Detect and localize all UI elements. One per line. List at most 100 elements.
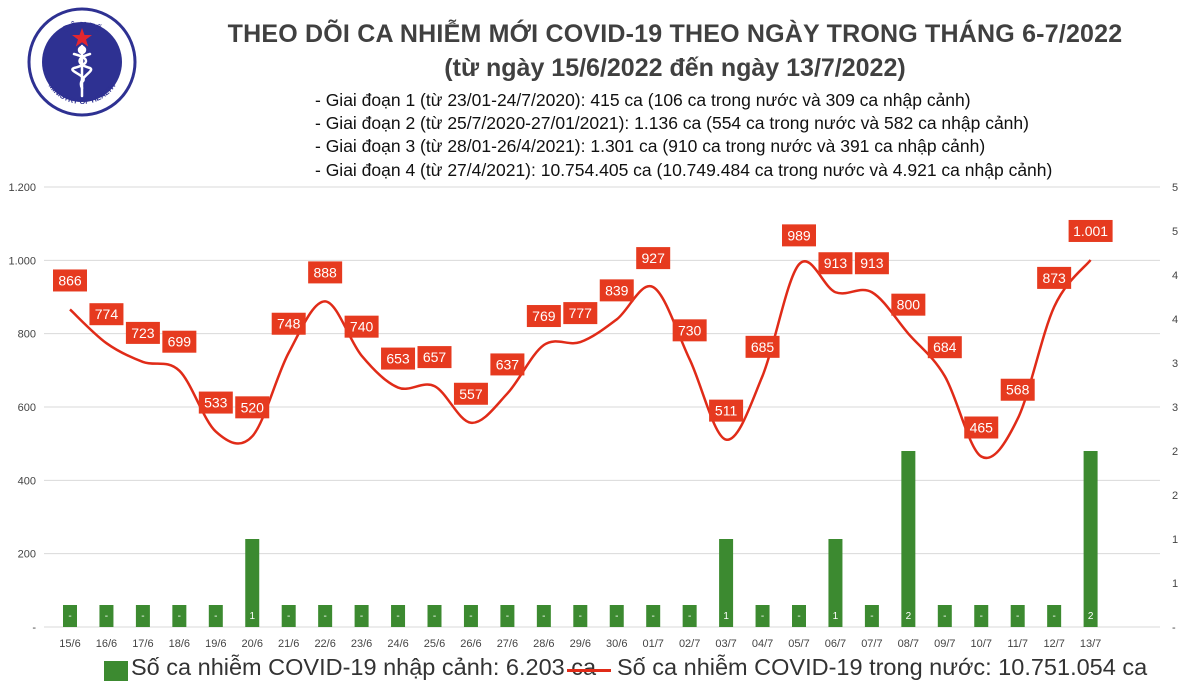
legend-bar-swatch: [104, 661, 128, 681]
line-value-box: [125, 321, 160, 344]
import-bar-label: -: [105, 611, 108, 622]
line-value-label: 927: [642, 250, 666, 266]
line-value-box: [854, 252, 889, 275]
line-value-box: [1068, 219, 1113, 242]
domestic-cases-line-group: [69, 259, 1092, 460]
import-bar-label: -: [68, 611, 71, 622]
line-value-label: 913: [860, 255, 884, 271]
x-tick-label: 04/7: [752, 638, 773, 650]
import-bar: [63, 605, 77, 627]
line-value-box: [89, 303, 124, 326]
x-tick-label: 28/6: [533, 638, 554, 650]
line-value-box: [308, 261, 343, 284]
line-value-label: 769: [532, 308, 556, 324]
import-bar-label: -: [688, 611, 691, 622]
import-bar: [573, 605, 588, 627]
x-tick-label: 07/7: [861, 638, 882, 650]
y-left-tick-label: 1.000: [8, 255, 36, 267]
import-bar: [755, 605, 770, 627]
line-value-label: 533: [204, 395, 228, 411]
import-bar: [391, 605, 406, 627]
x-tick-label: 06/7: [825, 638, 846, 650]
import-bar: [208, 605, 223, 627]
import-bar: [427, 605, 442, 627]
import-bar: [281, 605, 296, 627]
import-bar-label: -: [433, 611, 436, 622]
line-value-box: [235, 396, 270, 419]
line-value-label: 777: [569, 305, 593, 321]
line-value-box: [709, 399, 744, 422]
x-tick-label: 29/6: [570, 638, 591, 650]
line-value-label: 699: [168, 334, 192, 350]
import-bar: [974, 605, 989, 627]
line-value-label: 730: [678, 322, 702, 338]
import-cases-bars: [63, 451, 1098, 627]
y-left-tick-label: 600: [18, 402, 36, 414]
legend-line-swatch: [567, 669, 611, 672]
line-value-label: 888: [313, 264, 337, 280]
import-bar-label: -: [506, 611, 509, 622]
x-tick-label: 21/6: [278, 638, 299, 650]
y-right-tick-label: 1: [1172, 578, 1178, 590]
y-right-tick-label: 2: [1172, 446, 1178, 458]
import-bar-label: -: [542, 611, 545, 622]
import-bar: [463, 605, 478, 627]
line-value-box: [672, 319, 707, 342]
import-bar: [1047, 605, 1062, 627]
import-bar: [792, 605, 806, 627]
domestic-cases-line: [69, 259, 1092, 460]
x-tick-label: 15/6: [59, 638, 80, 650]
line-value-box: [271, 312, 306, 335]
svg-text:BỘ Y TẾ: BỘ Y TẾ: [62, 19, 103, 34]
line-value-box: [417, 346, 452, 369]
x-tick-label: 05/7: [788, 638, 809, 650]
x-tick-label: 18/6: [169, 638, 190, 650]
line-value-box: [891, 293, 926, 316]
import-bar-label: -: [797, 611, 800, 622]
import-bar-label: -: [652, 611, 655, 622]
import-bar: [828, 539, 843, 627]
y-right-tick-label: 4: [1172, 314, 1178, 326]
line-value-box: [162, 330, 197, 353]
y-right-tick-label: 1: [1172, 534, 1178, 546]
import-bar: [864, 605, 879, 627]
line-value-box: [526, 305, 561, 328]
import-bar-label: -: [287, 611, 290, 622]
x-tick-label: 26/6: [460, 638, 481, 650]
import-bar-label: -: [761, 611, 764, 622]
line-value-box: [964, 416, 999, 439]
x-tick-label: 01/7: [642, 638, 663, 650]
x-tick-label: 11/7: [1007, 638, 1028, 650]
import-bar-label: 1: [833, 611, 839, 622]
line-value-box: [1037, 266, 1072, 289]
import-bar: [500, 605, 515, 627]
line-value-label: 511: [715, 403, 738, 419]
x-tick-label: 23/6: [351, 638, 372, 650]
line-value-label: 684: [933, 339, 957, 355]
import-bar-label: 1: [723, 611, 729, 622]
import-bar: [354, 605, 369, 627]
line-value-label: 913: [824, 255, 848, 271]
line-value-label: 653: [386, 351, 410, 367]
line-value-label: 774: [95, 306, 119, 322]
line-value-box: [599, 279, 634, 302]
phase-4-note: - Giai đoạn 4 (từ 27/4/2021): 10.754.405…: [315, 160, 1053, 180]
ministry-of-health-logo: BỘ Y TẾ MINISTRY OF HEALTH: [27, 7, 137, 117]
line-value-box: [636, 247, 671, 270]
line-value-box: [818, 252, 853, 275]
x-tick-label: 16/6: [96, 638, 117, 650]
line-value-label: 866: [58, 272, 82, 288]
y-left-tick-label: -: [32, 622, 36, 634]
line-value-box: [198, 391, 233, 414]
line-value-label: 557: [459, 386, 483, 402]
import-bar-label: -: [579, 611, 582, 622]
logo-top-text: BỘ Y TẾ: [62, 19, 103, 34]
x-tick-label: 22/6: [314, 638, 335, 650]
y-right-tick-label: 3: [1172, 358, 1178, 370]
import-bar-label: -: [360, 611, 363, 622]
x-tick-label: 10/7: [971, 638, 992, 650]
import-bar: [937, 605, 952, 627]
phase-2-note: - Giai đoạn 2 (từ 25/7/2020-27/01/2021):…: [315, 113, 1029, 133]
import-bar: [901, 451, 916, 627]
